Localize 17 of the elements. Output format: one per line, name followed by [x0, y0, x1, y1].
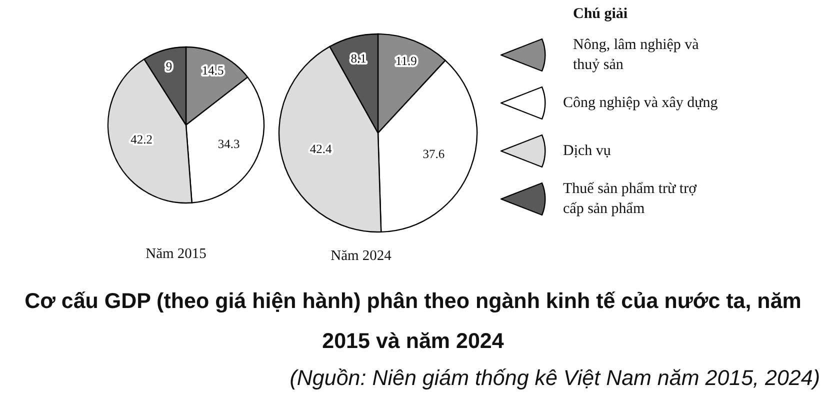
slice-label: Năm 2015 [144, 246, 208, 263]
data-label: 14.5 [202, 63, 224, 78]
legend-label: Công nghiệp và xây dựng [563, 94, 719, 113]
data-label: 42.2 [130, 132, 153, 147]
slice-label: Năm 2024 [330, 248, 392, 265]
data-label: 11.9 [395, 54, 417, 68]
data-label: 8.1 [350, 51, 366, 66]
text: (Nguồn: Niên giám thống kê Việt Nam năm 2015, 2024) [288, 365, 821, 392]
legend-label: Nông, lâm nghiệp và thuỷ sản [573, 36, 700, 75]
data-label: 37.6 [422, 146, 445, 161]
legend-title: Chú giải [573, 5, 629, 24]
data-label: 42.4 [310, 142, 332, 156]
data-label: 34.3 [218, 136, 240, 151]
text: Cơ cấu GDP (theo giá hiện hành) phân theo ngành kinh tế của nước ta, năm 2015 và năm 2024 [24, 288, 802, 355]
legend-label: Dịch vụ [563, 142, 612, 161]
data-label: 9 [166, 60, 172, 74]
legend-label: Thuế sản phẩm trừ trợ cấp sản phẩm [563, 180, 698, 219]
